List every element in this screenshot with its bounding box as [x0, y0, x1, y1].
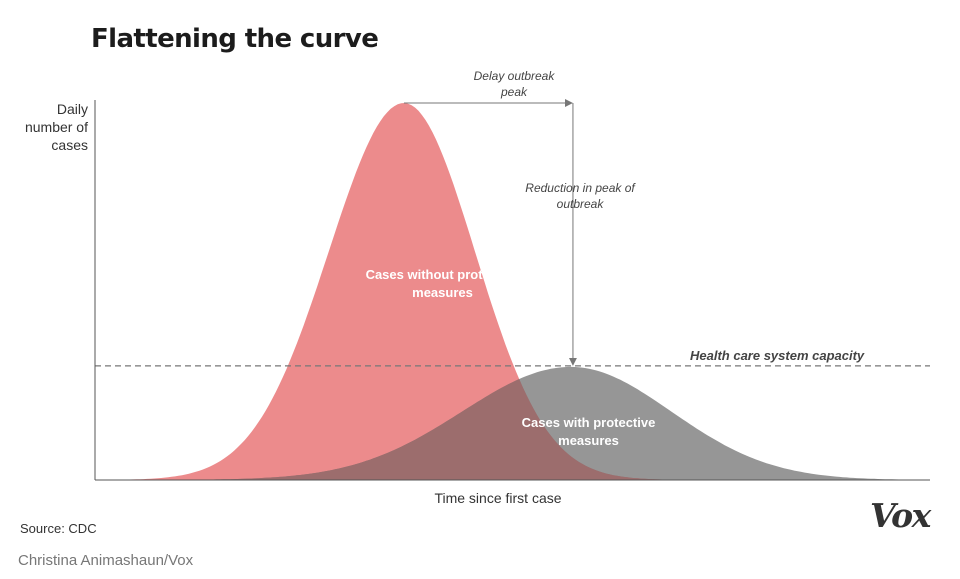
annotation-reduction-peak: Reduction in peak of outbreak — [525, 181, 635, 211]
source-note: Source: CDC — [20, 521, 97, 536]
image-credit: Christina Animashaun/Vox — [18, 552, 194, 569]
series-label-with-measures: Cases with protective measures — [521, 415, 656, 448]
capacity-label: Health care system capacity — [690, 348, 865, 363]
y-axis-label: Daily number of cases — [24, 101, 88, 153]
area-without-measures — [95, 103, 930, 480]
annotation-delay-peak: Delay outbreak peak — [473, 69, 555, 99]
series-label-without-measures: Cases without protective measures — [365, 267, 520, 300]
x-axis-label: Time since first case — [434, 490, 562, 506]
page-title: Flattening the curve — [91, 24, 379, 54]
vox-logo: Vox — [870, 496, 931, 535]
